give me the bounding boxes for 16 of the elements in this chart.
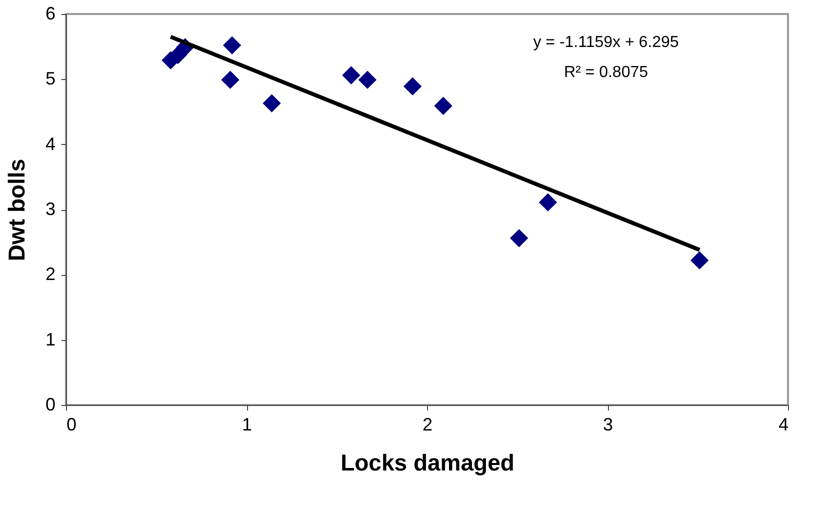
y-tick-label: 4	[45, 134, 56, 154]
x-tick-label: 3	[602, 414, 614, 434]
annotation: y = -1.1159x + 6.295	[533, 34, 679, 51]
y-axis-title: Dwt bolls	[3, 158, 30, 262]
x-tick-label: 2	[422, 414, 433, 434]
y-tick-label: 0	[45, 394, 56, 414]
y-tick-label: 2	[45, 264, 56, 284]
y-tick-label: 1	[45, 329, 56, 350]
annotation: R² = 0.8075	[564, 64, 648, 81]
y-tick-label: 6	[45, 4, 56, 24]
y-tick-label: 3	[45, 199, 56, 219]
y-tick-label: 5	[45, 68, 56, 89]
x-tick-label: 4	[778, 414, 788, 434]
x-tick-label: 1	[242, 414, 252, 434]
x-axis-title: Locks damaged	[340, 450, 514, 476]
x-tick-label: 0	[66, 414, 77, 434]
